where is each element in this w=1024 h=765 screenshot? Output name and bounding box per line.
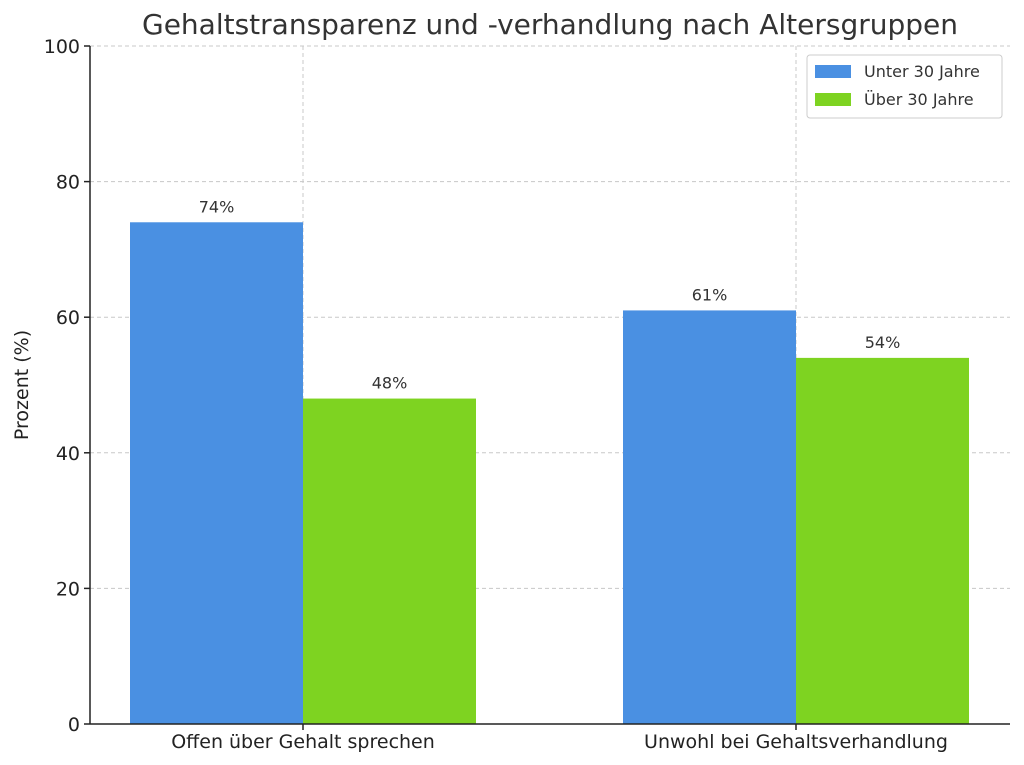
data-label-over-30-0: 48%	[372, 374, 408, 393]
chart-title: Gehaltstransparenz und -verhandlung nach…	[142, 8, 958, 41]
legend-swatch-under-30	[815, 65, 851, 78]
x-tick-label-1: Unwohl bei Gehaltsverhandlung	[644, 731, 948, 753]
legend-box	[806, 54, 1003, 119]
data-label-under-30-0: 74%	[199, 197, 235, 216]
legend-label-under-30: Unter 30 Jahre	[864, 62, 980, 81]
bar-over-30-0	[303, 398, 476, 724]
legend: Unter 30 Jahre Über 30 Jahre	[806, 54, 1003, 119]
y-tick-label-40: 40	[56, 443, 80, 465]
data-label-under-30-1: 61%	[692, 285, 728, 304]
axes: 0 20 40 60 80 100 Offen über Gehalt sprechen Un…	[44, 36, 1010, 753]
y-tick-label-0: 0	[68, 714, 80, 736]
bar-over-30-1	[796, 357, 969, 724]
bar-under-30-0	[130, 222, 303, 724]
data-labels: 74% 61% 48% 54%	[199, 197, 901, 392]
y-tick-label-100: 100	[44, 36, 80, 58]
bar-under-30-1	[623, 310, 796, 724]
y-tick-label-60: 60	[56, 307, 80, 329]
legend-swatch-over-30	[815, 93, 851, 106]
x-tick-label-0: Offen über Gehalt sprechen	[171, 731, 435, 753]
data-label-over-30-1: 54%	[865, 333, 901, 352]
y-axis-label: Prozent (%)	[11, 330, 33, 440]
bars	[130, 222, 969, 724]
y-tick-label-20: 20	[56, 578, 80, 600]
y-tick-label-80: 80	[56, 172, 80, 194]
legend-label-over-30: Über 30 Jahre	[864, 90, 974, 109]
